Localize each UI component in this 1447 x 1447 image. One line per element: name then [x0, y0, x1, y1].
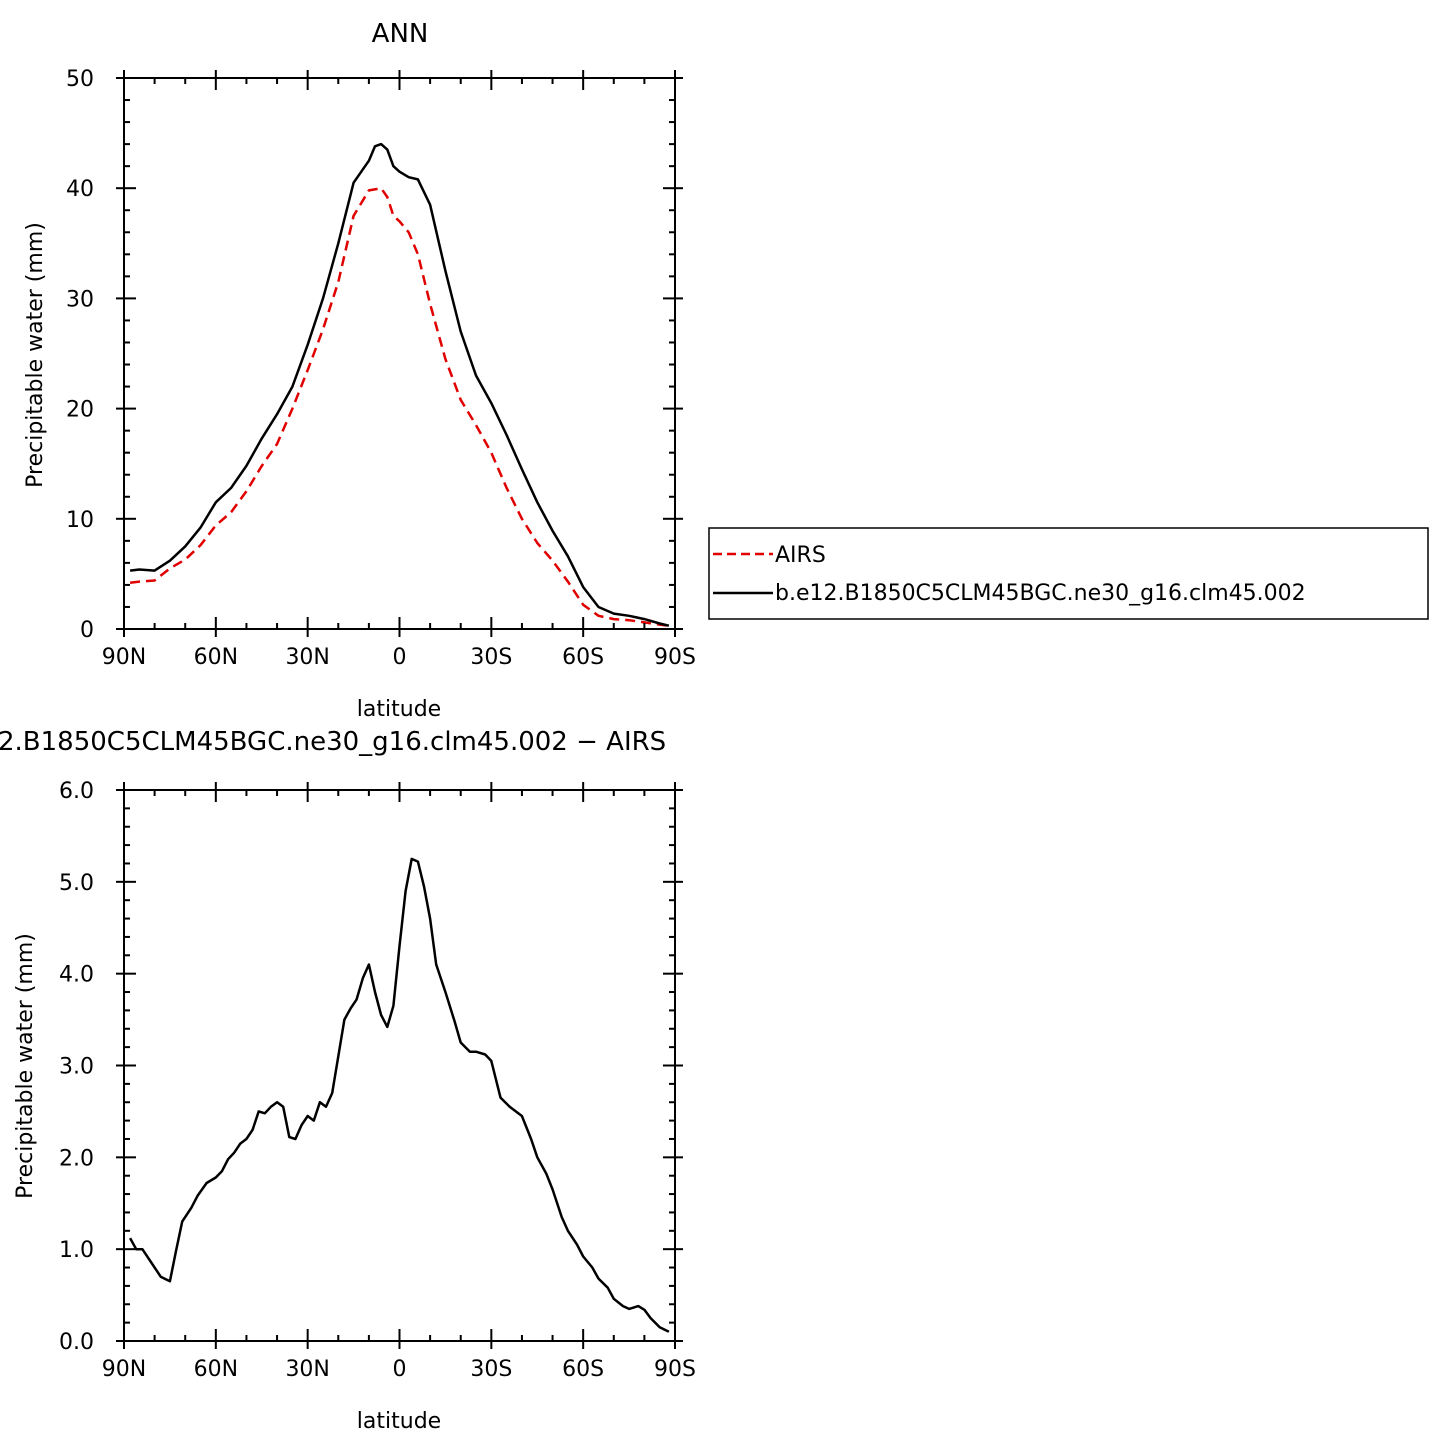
- x-tick-label: 30N: [285, 1357, 329, 1382]
- x-tick-label: 0: [393, 645, 407, 670]
- legend-label-airs: AIRS: [775, 543, 826, 568]
- x-tick-label: 60N: [194, 645, 238, 670]
- x-tick-label: 60S: [562, 645, 604, 670]
- y-tick-label: 6.0: [59, 779, 94, 804]
- y-tick-label: 2.0: [59, 1146, 94, 1171]
- x-axis-label: latitude: [357, 1409, 441, 1434]
- y-tick-label: 3.0: [59, 1055, 94, 1080]
- x-tick-label: 60N: [194, 1357, 238, 1382]
- y-tick-label: 40: [66, 177, 94, 202]
- y-tick-label: 0.0: [59, 1330, 94, 1355]
- y-tick-label: 5.0: [59, 871, 94, 896]
- x-tick-label: 90N: [102, 645, 146, 670]
- difference-chart-marks: 90N 60N 30N 0 30S 60S 90S 0.0 1.0 2.0 3.0 4.0 5.0 6.0: [59, 779, 696, 1382]
- y-tick-label: 50: [66, 67, 94, 92]
- difference-chart-title: 2.B1850C5CLM45BGC.ne30_g16.clm45.002 − A…: [0, 727, 666, 757]
- y-tick-label: 20: [66, 398, 94, 423]
- difference-chart-panel: 2.B1850C5CLM45BGC.ne30_g16.clm45.002 − A…: [0, 727, 696, 1434]
- y-tick-label: 10: [66, 508, 94, 533]
- y-axis-label: Precipitable water (mm): [23, 222, 48, 488]
- legend: AIRS b.e12.B1850C5CLM45BGC.ne30_g16.clm4…: [708, 527, 1429, 620]
- annual-chart-panel: ANN 90N 60N 30N 0 30S 60S 90S 0 10 20 30 40 50 latit…: [23, 19, 696, 722]
- x-tick-label: 60S: [562, 1357, 604, 1382]
- y-tick-label: 30: [66, 287, 94, 312]
- series-line-1: [129, 142, 670, 627]
- plot-frame: [123, 77, 676, 630]
- y-tick-label: 1.0: [59, 1238, 94, 1263]
- plot-frame: [123, 789, 676, 1342]
- legend-label-model: b.e12.B1850C5CLM45BGC.ne30_g16.clm45.002: [775, 581, 1306, 606]
- x-tick-label: 30N: [285, 645, 329, 670]
- legend-box: [708, 527, 1429, 620]
- y-tick-label: 4.0: [59, 963, 94, 988]
- series-line-0: [129, 186, 670, 627]
- x-tick-label: 30S: [470, 645, 512, 670]
- x-tick-label: 0: [393, 1357, 407, 1382]
- x-tick-label: 30S: [470, 1357, 512, 1382]
- x-axis-label: latitude: [357, 697, 441, 722]
- chart-title: ANN: [372, 19, 429, 49]
- series-line-0: [129, 857, 670, 1333]
- y-tick-label: 0: [80, 618, 94, 643]
- x-tick-label: 90S: [654, 645, 696, 670]
- y-axis-label: Precipitable water (mm): [13, 933, 38, 1199]
- annual-chart-marks: 90N 60N 30N 0 30S 60S 90S 0 10 20 30 40 50: [66, 67, 696, 670]
- x-tick-label: 90N: [102, 1357, 146, 1382]
- x-tick-label: 90S: [654, 1357, 696, 1382]
